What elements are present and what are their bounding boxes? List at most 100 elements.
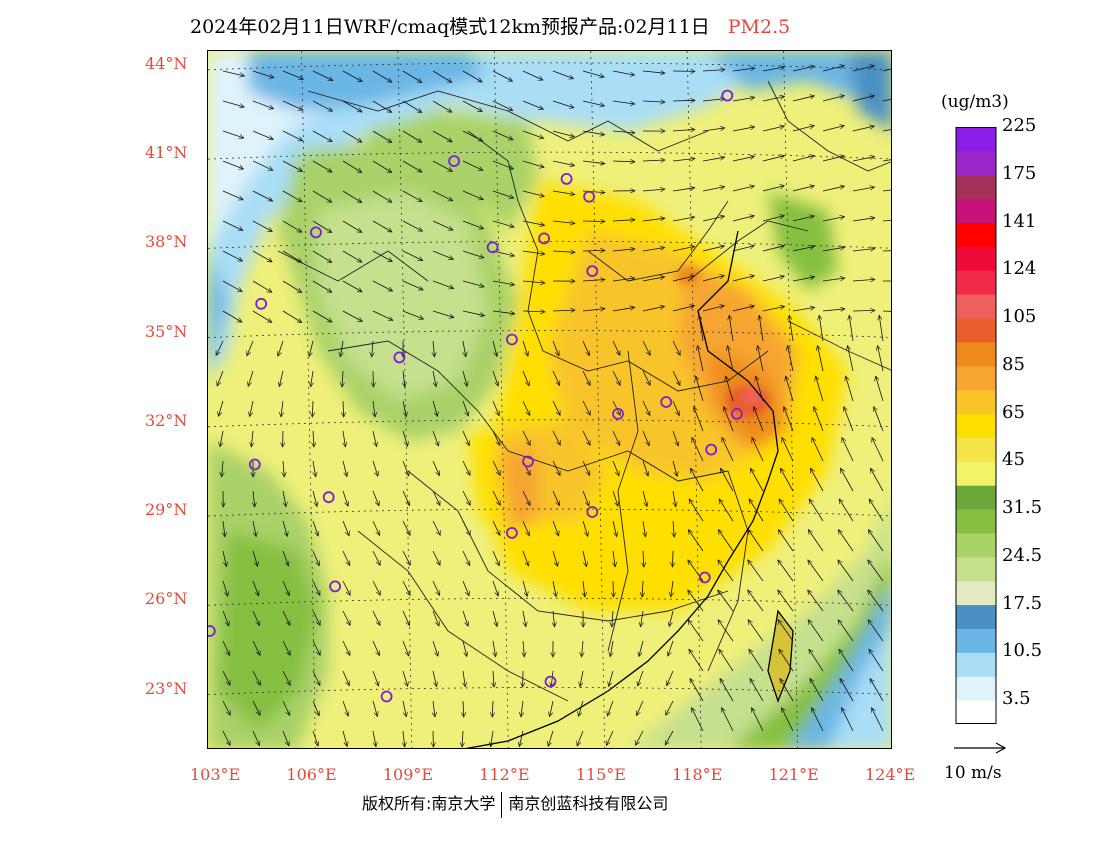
parallel-line [208,508,891,517]
station-marker [505,526,518,539]
meridian-line [301,51,316,748]
wind-arrow [402,460,409,476]
wind-arrow [521,700,523,717]
wind-arrow [278,340,284,356]
wind-arrow [792,156,814,162]
colorbar-segment [956,127,996,152]
province-boundaries [277,80,891,702]
wind-arrow [519,730,524,747]
wind-arrow [612,220,635,221]
title-text: 2024年02月11日WRF/cmaq模式12km预报产品:02月11日 [190,16,710,38]
wind-arrow [702,306,724,312]
wind-arrow [522,311,545,312]
wind-arrow [609,670,614,686]
wind-arrow [493,670,494,687]
wind-arrow [372,610,380,625]
wind-arrow [612,161,635,162]
wind-arrow [462,280,484,287]
wind-arrow [582,70,604,77]
wind-arrow [342,670,349,686]
colorbar-tick-label: 225 [1002,115,1037,136]
wind-arrow [613,580,614,597]
wind-arrow [402,670,408,686]
wind-arrow [342,250,362,262]
station-marker [586,265,599,278]
wind-arrow [522,610,526,627]
wind-arrow [643,550,644,567]
wind-arrow [312,130,332,143]
wind-arrow [869,499,884,522]
wind-arrow [282,670,291,685]
wind-arrow [252,550,258,566]
wind-arrow [491,730,493,747]
wind-arrow [721,708,734,732]
wind-arrow [635,730,644,745]
wind-arrow [582,280,605,282]
colorbar-segment [956,389,996,415]
wind-arrow [749,649,764,672]
wind-arrow [702,157,725,162]
station-marker [612,407,624,420]
station-marker [448,155,461,167]
wind-arrow [792,96,814,102]
wind-arrow [222,130,244,138]
station-marker [505,333,518,346]
station-marker [393,351,406,364]
lon-tick-label: 103°E [190,765,241,784]
wind-arrow [868,560,884,582]
wind-arrow [612,370,621,385]
wind-arrow [582,309,605,311]
wind-arrow [718,620,734,642]
colorbar-unit: (ug/m3) [941,92,1009,112]
wind-arrow [343,400,344,417]
wind-arrow [789,315,794,342]
wind-arrow [372,190,392,202]
wind-arrow [583,580,585,597]
wind-arrow [668,640,674,656]
wind-arrow [872,438,884,462]
wind-arrow [342,520,349,536]
wind-arrow [252,100,274,109]
wind-arrow [778,560,794,582]
wind-arrow [522,100,543,109]
wind-arrow [762,306,785,312]
wind-arrow [222,70,244,76]
wind-arrow [582,221,605,222]
wind-arrow [222,220,243,231]
wind-arrow [868,590,884,612]
wind-arrow [252,220,272,232]
wind-arrow [642,580,643,597]
wind-arrow [432,250,453,259]
lon-tick-label: 115°E [575,765,626,784]
colorbar-tick-label: 141 [1002,210,1037,232]
wind-arrow [762,186,784,192]
wind-arrow [402,190,422,203]
wind-arrow [882,250,891,252]
wind-arrow [282,220,302,232]
station-marker [329,580,341,593]
wind-arrow [672,340,681,355]
wind-arrow [462,460,470,475]
wind-arrow [252,700,261,715]
colorbar-segment [956,580,996,606]
wind-arrow [492,460,501,475]
wind-arrow [582,370,591,385]
wind-arrow [492,400,499,416]
wind-arrow [252,670,261,685]
wind-arrow [822,309,845,311]
wind-arrow [552,251,575,252]
wind-arrow [719,499,734,522]
wind-arrow [372,700,377,716]
wind-arrow [402,100,422,113]
wind-arrow [702,216,725,222]
wind-arrow [758,346,764,372]
pm25-colorbar [955,127,997,724]
wind-arrow [838,590,854,612]
wind-arrow [342,640,350,655]
wind-arrow [552,100,574,108]
wind-arrow [839,499,854,522]
wind-arrow [552,340,559,356]
wind-arrow [882,310,891,312]
wind-arrow [432,580,440,596]
wind-arrow [808,560,824,582]
